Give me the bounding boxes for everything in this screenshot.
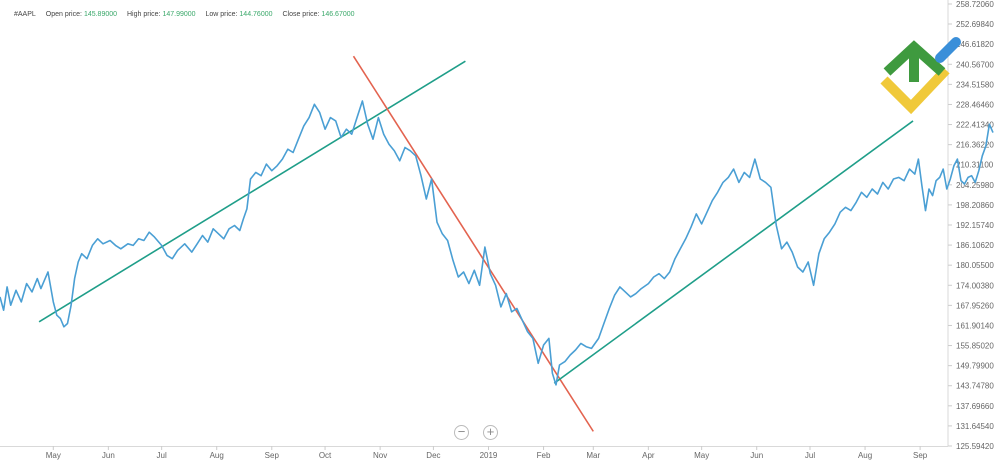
- open-price-value: 145.89000: [83, 11, 118, 18]
- ohlc-readout: #AAPL Open price: 145.89000 High price: 14…: [14, 11, 363, 18]
- y-tick-label: 180.05500: [956, 261, 994, 270]
- y-tick-label: 228.46460: [956, 100, 994, 109]
- x-axis-ticks: May Jun Jul Aug Sep Oct Nov Dec 2019 Feb Mar Apr May…: [46, 446, 928, 460]
- support-trend-line-1: [38, 60, 466, 323]
- zoom-out-button[interactable]: −: [454, 425, 469, 440]
- y-tick-label: 246.61820: [956, 40, 994, 49]
- y-tick-label: 258.72060: [956, 0, 994, 9]
- y-tick-label: 198.20860: [956, 201, 994, 210]
- price-series-line: [0, 100, 994, 386]
- y-tick-label: 131.64540: [956, 422, 994, 431]
- y-tick-label: 125.59420: [956, 442, 994, 451]
- minus-icon: −: [457, 424, 466, 439]
- x-tick-label: Apr: [642, 451, 655, 460]
- y-tick-label: 167.95260: [956, 301, 994, 310]
- y-tick-label: 234.51580: [956, 80, 994, 89]
- x-tick-label: Aug: [210, 451, 224, 460]
- y-axis-ticks: 258.72060 252.69840 246.61820 240.56700 234.…: [948, 0, 994, 451]
- support-trend-line-3: [553, 120, 914, 384]
- y-tick-label: 161.90140: [956, 321, 994, 330]
- x-tick-label: May: [46, 451, 61, 460]
- x-tick-label: Dec: [426, 451, 440, 460]
- y-tick-label: 216.36220: [956, 141, 994, 150]
- y-tick-label: 210.31100: [956, 161, 994, 170]
- x-tick-label: Jul: [157, 451, 167, 460]
- x-tick-label: Aug: [858, 451, 872, 460]
- low-price-value: 144.76000: [239, 11, 273, 18]
- close-price-value: 146.67000: [321, 11, 355, 18]
- x-tick-label: Jun: [750, 451, 763, 460]
- brand-logo-icon: [880, 37, 961, 115]
- x-tick-label: 2019: [480, 451, 498, 460]
- x-tick-label: Jul: [805, 451, 815, 460]
- y-tick-label: 155.85020: [956, 342, 994, 351]
- y-tick-label: 240.56700: [956, 60, 994, 69]
- x-tick-label: Sep: [913, 451, 928, 460]
- y-tick-label: 186.10620: [956, 241, 994, 250]
- x-tick-label: May: [694, 451, 709, 460]
- y-tick-label: 149.79900: [956, 362, 994, 371]
- resistance-trend-line-2: [352, 55, 594, 432]
- y-tick-label: 192.15740: [956, 221, 994, 230]
- symbol-label: #AAPL: [14, 11, 36, 18]
- low-price-label: Low price:: [205, 11, 238, 18]
- high-price-value: 147.99000: [162, 11, 196, 18]
- open-price-label: Open price:: [45, 11, 82, 18]
- y-tick-label: 204.25980: [956, 181, 994, 190]
- y-tick-label: 222.41340: [956, 121, 994, 130]
- x-tick-label: Oct: [319, 451, 332, 460]
- y-tick-label: 137.69660: [956, 402, 994, 411]
- close-price-label: Close price:: [282, 11, 320, 18]
- plus-icon: +: [486, 424, 495, 439]
- x-tick-label: Feb: [537, 451, 551, 460]
- x-tick-label: Mar: [586, 451, 600, 460]
- x-tick-label: Sep: [265, 451, 280, 460]
- trend-lines: [38, 55, 914, 432]
- x-tick-label: Nov: [373, 451, 387, 460]
- high-price-label: High price:: [126, 11, 161, 18]
- x-tick-label: Jun: [102, 451, 115, 460]
- zoom-in-button[interactable]: +: [483, 425, 498, 440]
- y-tick-label: 143.74780: [956, 382, 994, 391]
- y-tick-label: 174.00380: [956, 281, 994, 290]
- y-tick-label: 252.69840: [956, 20, 994, 29]
